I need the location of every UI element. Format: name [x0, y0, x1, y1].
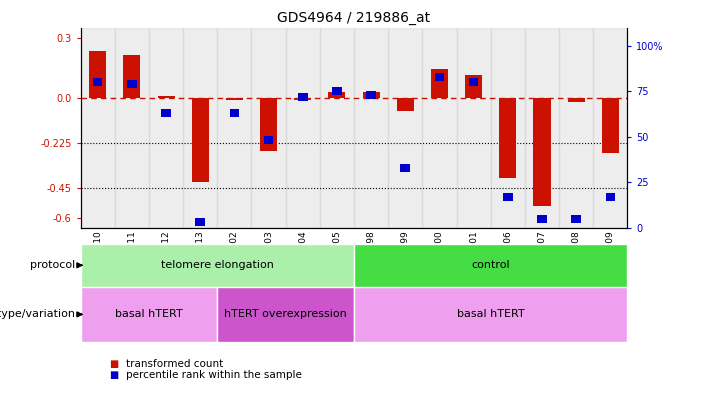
Text: protocol: protocol — [30, 260, 75, 270]
Text: ■: ■ — [109, 370, 118, 380]
Bar — [81, 244, 354, 287]
Bar — [123, 55, 140, 97]
Bar — [503, 193, 512, 201]
Bar — [354, 287, 627, 342]
Bar — [93, 78, 102, 86]
Bar — [606, 193, 615, 201]
Title: GDS4964 / 219886_at: GDS4964 / 219886_at — [278, 11, 430, 25]
Bar — [217, 28, 252, 228]
Bar — [397, 97, 414, 111]
Bar — [115, 28, 149, 228]
Bar — [294, 97, 311, 100]
Bar — [601, 97, 619, 153]
Bar — [217, 287, 354, 342]
Bar — [81, 287, 217, 342]
Bar — [465, 75, 482, 97]
Bar — [537, 215, 547, 223]
Bar — [499, 97, 517, 178]
Bar — [191, 97, 209, 182]
Bar — [298, 93, 308, 101]
Bar — [252, 28, 286, 228]
Bar — [469, 78, 478, 86]
Text: percentile rank within the sample: percentile rank within the sample — [126, 370, 302, 380]
Bar — [196, 219, 205, 226]
Bar — [183, 28, 217, 228]
Bar — [286, 28, 320, 228]
Bar — [559, 28, 593, 228]
Bar — [533, 97, 550, 206]
Bar — [328, 92, 346, 97]
Bar — [435, 73, 444, 81]
Text: telomere elongation: telomere elongation — [161, 260, 274, 270]
Bar — [456, 28, 491, 228]
Bar — [264, 136, 273, 145]
Bar — [568, 97, 585, 102]
Bar — [431, 69, 448, 97]
Bar — [593, 28, 627, 228]
Text: basal hTERT: basal hTERT — [457, 309, 524, 320]
Bar — [354, 244, 627, 287]
Bar — [400, 164, 410, 172]
Bar — [525, 28, 559, 228]
Text: hTERT overexpression: hTERT overexpression — [224, 309, 347, 320]
Bar — [149, 28, 183, 228]
Text: genotype/variation: genotype/variation — [0, 309, 75, 320]
Text: transformed count: transformed count — [126, 358, 224, 369]
Bar — [158, 95, 175, 97]
Text: basal hTERT: basal hTERT — [115, 309, 183, 320]
Bar — [161, 109, 171, 117]
Bar — [362, 92, 380, 97]
Text: ■: ■ — [109, 358, 118, 369]
Bar — [89, 51, 107, 97]
Bar — [354, 28, 388, 228]
Bar — [226, 97, 243, 100]
Text: control: control — [471, 260, 510, 270]
Bar — [491, 28, 525, 228]
Bar — [367, 91, 376, 99]
Bar — [260, 97, 277, 151]
Bar — [571, 215, 581, 223]
Bar — [127, 80, 137, 88]
Bar — [332, 87, 341, 95]
Bar — [320, 28, 354, 228]
Bar — [422, 28, 456, 228]
Bar — [388, 28, 422, 228]
Bar — [81, 28, 115, 228]
Bar — [230, 109, 239, 117]
